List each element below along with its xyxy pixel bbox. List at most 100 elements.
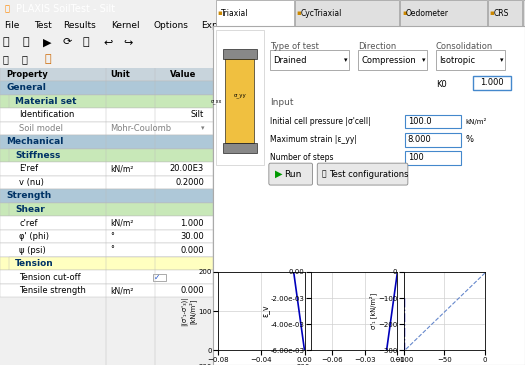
Text: kN/m²: kN/m² <box>111 164 134 173</box>
Text: Test configurations: Test configurations <box>329 170 408 178</box>
Bar <box>216 0 293 26</box>
X-axis label: ε_yy: ε_yy <box>345 364 363 365</box>
Text: Stiffness: Stiffness <box>15 151 60 160</box>
Text: Test: Test <box>34 21 51 30</box>
Bar <box>474 76 511 90</box>
Text: Mechanical: Mechanical <box>6 137 64 146</box>
Text: ⬜: ⬜ <box>2 37 9 47</box>
Text: 📋: 📋 <box>322 170 327 178</box>
Bar <box>0 230 213 243</box>
Text: Value: Value <box>170 70 196 79</box>
Text: □: □ <box>491 4 500 14</box>
Bar <box>8 203 213 216</box>
Bar <box>0 162 213 176</box>
Text: Type of test: Type of test <box>270 42 319 51</box>
Y-axis label: |(σ'₁-σ'₃)|
[kN/m²]: |(σ'₁-σ'₃)| [kN/m²] <box>181 296 197 326</box>
Bar <box>0 243 213 257</box>
Text: 1.000: 1.000 <box>480 78 504 87</box>
Text: c'ref: c'ref <box>19 219 38 227</box>
X-axis label: ε_yy: ε_yy <box>253 364 270 365</box>
Y-axis label: ε_v: ε_v <box>260 305 269 318</box>
Text: File: File <box>4 21 19 30</box>
Text: PLAXIS SoilTest - Silt: PLAXIS SoilTest - Silt <box>16 4 115 14</box>
Text: kN/m²: kN/m² <box>111 286 134 295</box>
Text: ▪: ▪ <box>218 10 223 16</box>
Bar <box>0 149 213 162</box>
Bar <box>405 115 461 128</box>
Bar <box>270 50 349 70</box>
Text: Consolidation: Consolidation <box>436 42 493 51</box>
Bar <box>223 49 257 59</box>
Text: ✓: ✓ <box>154 273 160 282</box>
Bar <box>0 176 213 189</box>
Text: φ' (phi): φ' (phi) <box>19 232 49 241</box>
Text: ▾: ▾ <box>422 57 425 63</box>
Text: ▪: ▪ <box>490 10 495 16</box>
Text: ⬛: ⬛ <box>4 4 9 14</box>
Bar <box>225 59 255 143</box>
Text: Input: Input <box>270 99 294 107</box>
Text: ↪: ↪ <box>123 37 133 47</box>
Bar <box>523 0 525 26</box>
Text: ↩: ↩ <box>103 37 112 47</box>
Text: Help: Help <box>244 21 265 30</box>
Bar <box>0 203 213 216</box>
Bar <box>488 0 522 26</box>
Text: Kernel: Kernel <box>111 21 140 30</box>
Bar <box>0 108 213 122</box>
Text: Soil model: Soil model <box>19 124 63 133</box>
Text: 1.000: 1.000 <box>181 219 204 227</box>
Text: kN/m²: kN/m² <box>111 219 134 227</box>
Bar <box>405 133 461 147</box>
Bar <box>400 0 487 26</box>
Bar <box>405 151 461 165</box>
Text: ⟳: ⟳ <box>62 37 72 47</box>
Text: ▪: ▪ <box>402 10 407 16</box>
Text: Initial cell pressure |σ'cell|: Initial cell pressure |σ'cell| <box>270 117 371 126</box>
Text: Number of steps: Number of steps <box>270 153 334 162</box>
Text: Material set: Material set <box>15 97 76 106</box>
Bar <box>0 122 213 135</box>
Text: CycTriaxial: CycTriaxial <box>300 9 342 18</box>
Text: ▪: ▪ <box>297 10 301 16</box>
Text: Expert: Expert <box>202 21 232 30</box>
Text: 📋: 📋 <box>22 54 27 64</box>
Text: %: % <box>466 135 474 144</box>
Bar <box>0 68 213 81</box>
Text: Property: Property <box>6 70 48 79</box>
Text: Mohr-Coulomb: Mohr-Coulomb <box>111 124 172 133</box>
Bar <box>0 135 213 149</box>
Text: ▾: ▾ <box>201 125 204 131</box>
Text: Run: Run <box>285 170 302 178</box>
Text: Drained: Drained <box>274 55 307 65</box>
Text: Tensile strength: Tensile strength <box>19 286 86 295</box>
Text: Strength: Strength <box>6 192 51 200</box>
Text: —: — <box>470 4 480 14</box>
Text: Silt: Silt <box>191 110 204 119</box>
Text: 30.00: 30.00 <box>181 232 204 241</box>
Text: 0.2000: 0.2000 <box>175 178 204 187</box>
Text: ▾: ▾ <box>344 57 348 63</box>
Text: Identification: Identification <box>19 110 75 119</box>
Bar <box>295 0 399 26</box>
Text: ▶: ▶ <box>275 169 282 179</box>
Text: Unit: Unit <box>111 70 130 79</box>
Bar <box>8 95 213 108</box>
Bar <box>153 273 166 281</box>
Bar <box>0 81 213 95</box>
Text: Tension: Tension <box>15 259 54 268</box>
Bar <box>0 216 213 230</box>
Text: Maximum strain |ε_yy|: Maximum strain |ε_yy| <box>270 135 358 144</box>
Bar <box>216 30 264 165</box>
X-axis label: σ'₃ [kN/m²]: σ'₃ [kN/m²] <box>424 364 465 365</box>
Bar <box>358 50 427 70</box>
Text: ψ (psi): ψ (psi) <box>19 246 46 254</box>
Text: CRS: CRS <box>494 9 509 18</box>
Text: 8.000: 8.000 <box>408 135 432 144</box>
Text: 0.000: 0.000 <box>181 286 204 295</box>
Text: v (nu): v (nu) <box>19 178 44 187</box>
Text: Isotropic: Isotropic <box>439 55 475 65</box>
Text: Triaxial: Triaxial <box>222 9 249 18</box>
Bar <box>0 95 213 108</box>
Text: Results: Results <box>63 21 96 30</box>
